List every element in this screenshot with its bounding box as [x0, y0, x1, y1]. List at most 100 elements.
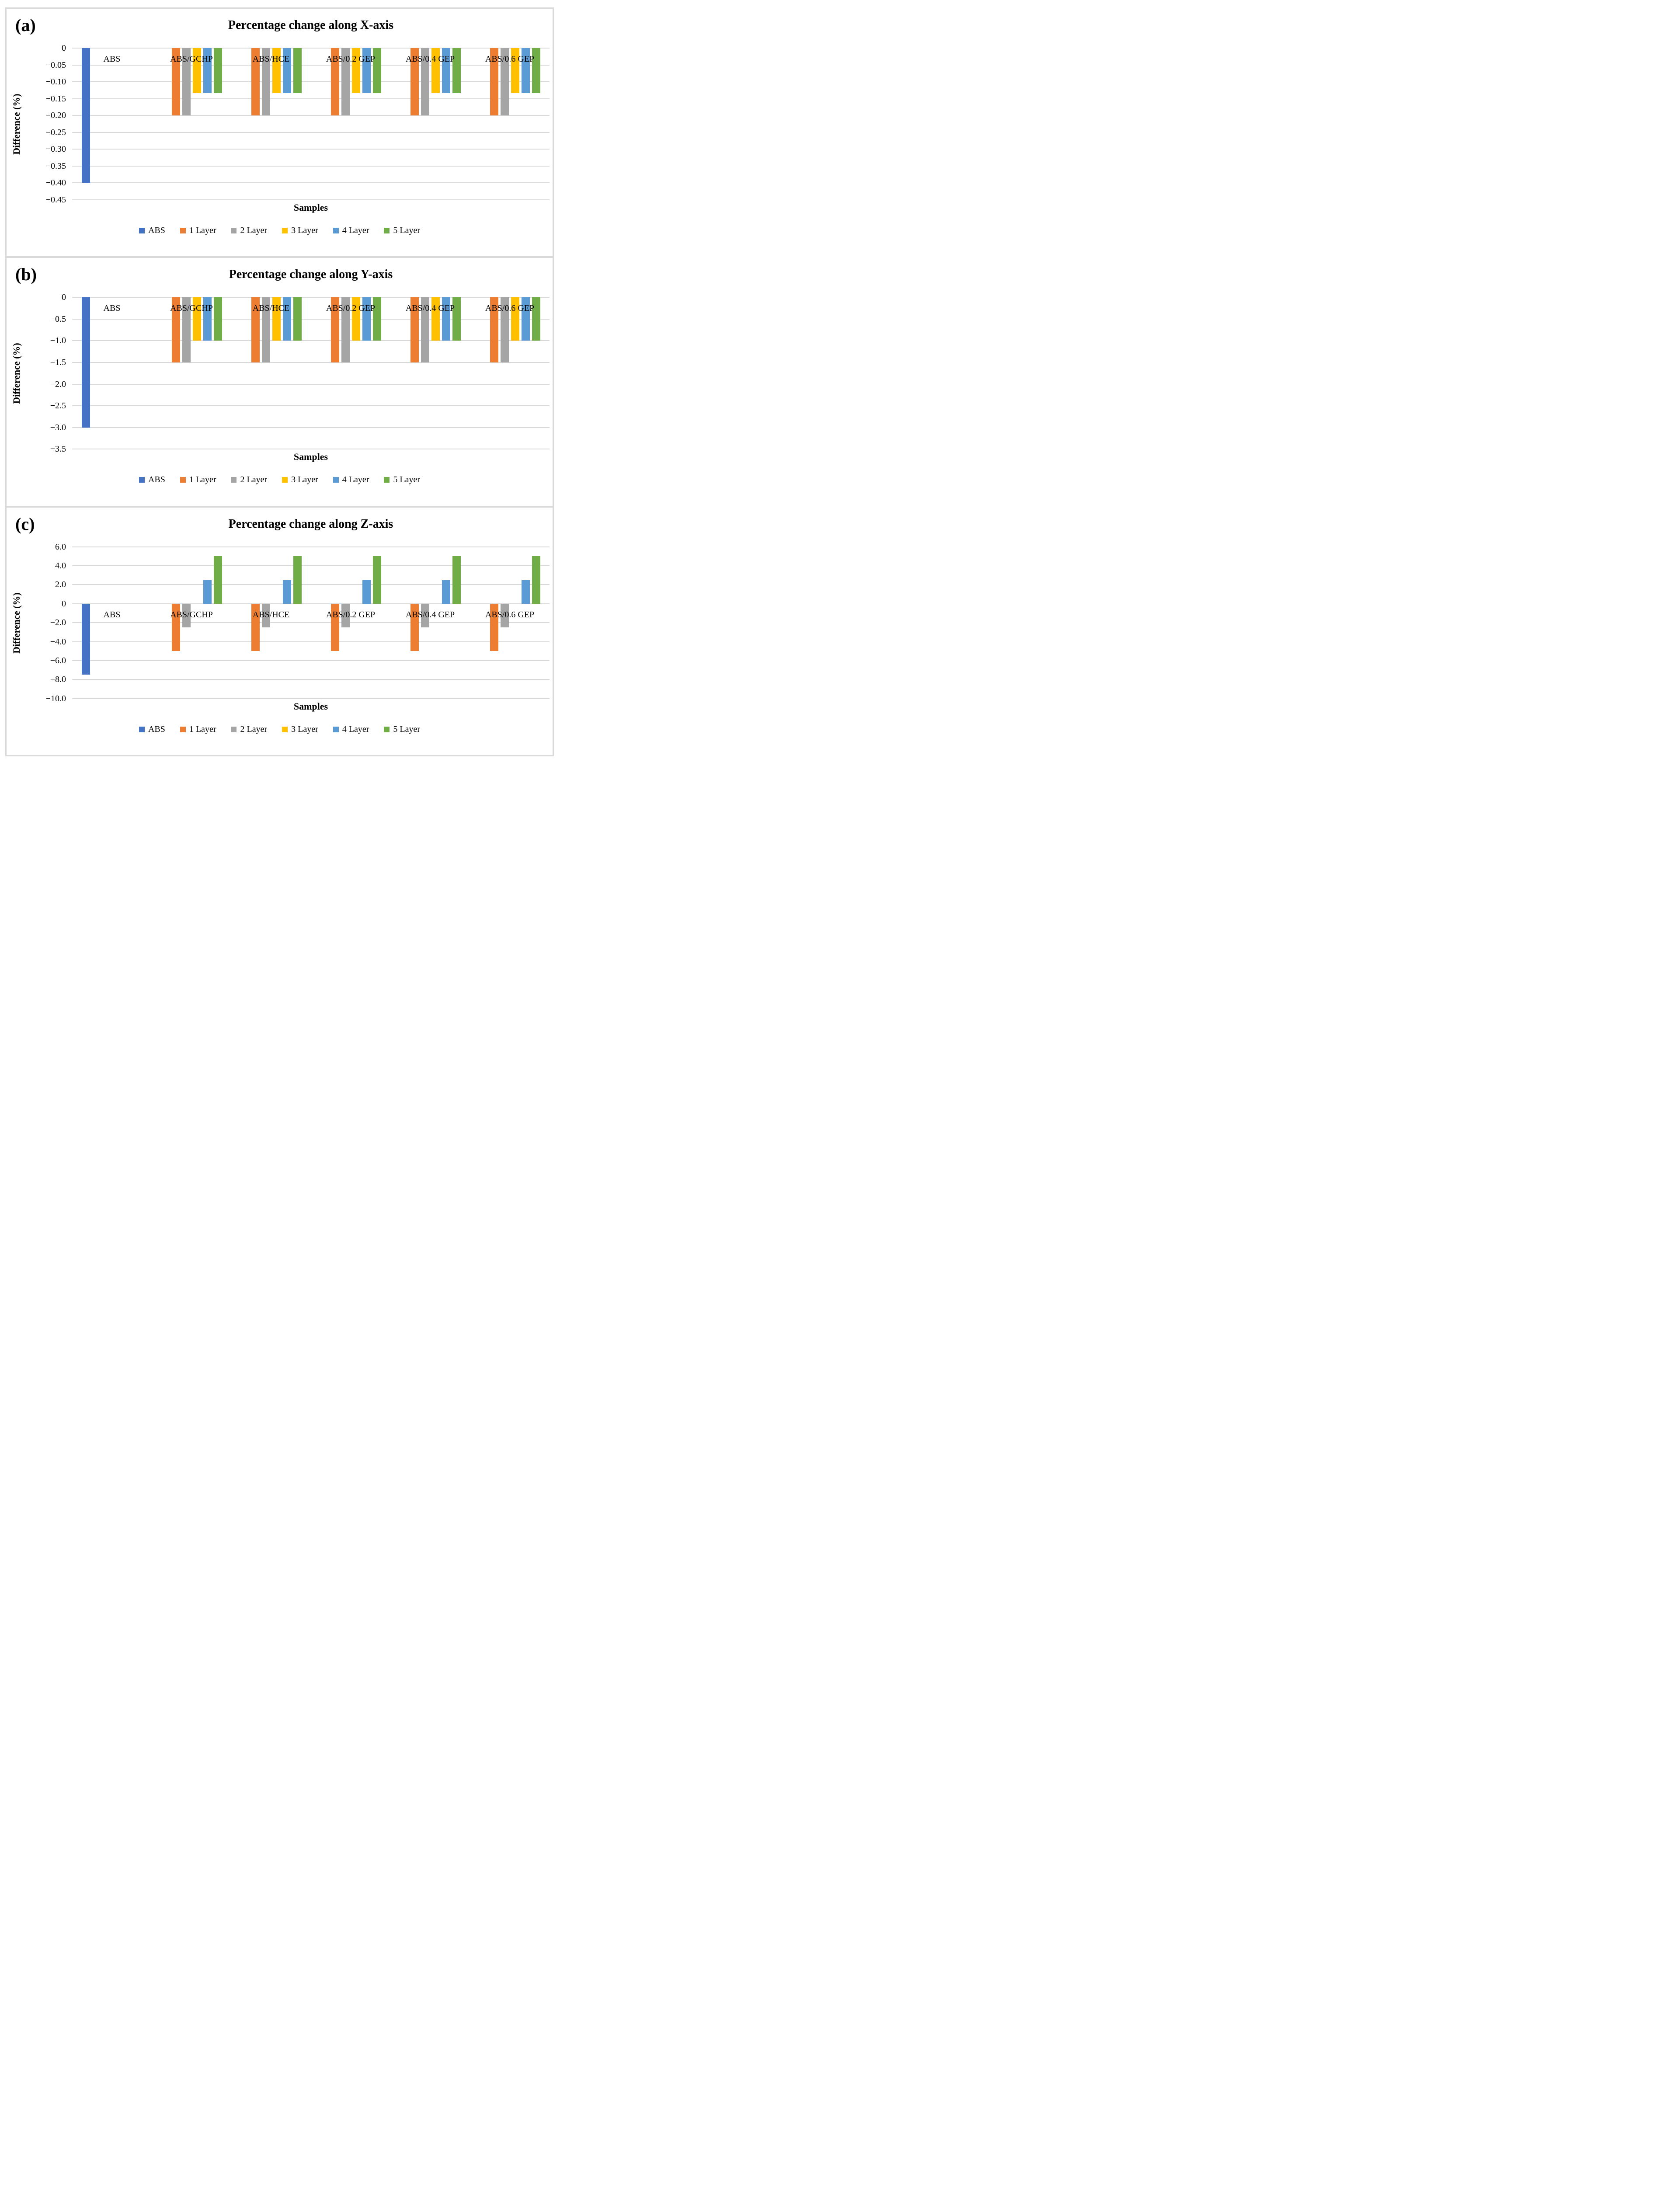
bar-5-layer [213, 48, 222, 93]
legend-swatch-icon [180, 477, 186, 483]
bar-2-layer [421, 48, 429, 116]
category-label: ABS/0.6 GEP [485, 54, 535, 64]
gridline [72, 64, 550, 66]
bar-5-layer [372, 48, 381, 93]
legend-swatch-icon [180, 726, 186, 732]
legend-label: 4 Layer [342, 226, 369, 235]
y-axis-tick-label: −8.0 [50, 675, 66, 685]
legend-label: 3 Layer [291, 475, 318, 485]
category-label: ABS [103, 609, 121, 620]
bar-1-layer [251, 48, 260, 116]
panel-letter: (a) [15, 15, 36, 35]
gridline [72, 81, 550, 83]
y-axis-tick-label: −4.0 [50, 637, 66, 647]
legend: ABS 1 Layer 2 Layer 3 Layer 4 Layer 5 Layer [7, 724, 553, 734]
bar-3-layer [431, 297, 440, 341]
gridline [72, 383, 550, 385]
y-axis-tick-label: −0.15 [45, 94, 66, 104]
legend-swatch-icon [384, 228, 390, 233]
gridline [72, 182, 550, 184]
legend-label: ABS [148, 226, 165, 235]
bar-3-layer [272, 48, 281, 93]
bar-2-layer [500, 297, 509, 363]
bar-2-layer [182, 603, 191, 627]
bar-1-layer [171, 603, 180, 651]
bar-5-layer [293, 297, 302, 341]
bar-3-layer [272, 297, 281, 341]
chart-panel-b: (b) Percentage change along Y-axis Diffe… [7, 258, 553, 506]
category-label: ABS/0.2 GEP [326, 54, 376, 64]
bar-3-layer [351, 297, 360, 341]
gridline [72, 48, 550, 49]
legend-swatch-icon [139, 228, 145, 233]
bar-abs [81, 297, 90, 428]
bar-abs [81, 48, 90, 183]
legend-swatch-icon [384, 477, 390, 483]
legend-label: 2 Layer [240, 226, 268, 235]
gridline [72, 297, 550, 298]
legend-swatch-icon [282, 726, 288, 732]
bar-1-layer [490, 48, 498, 116]
legend-swatch-icon [282, 477, 288, 483]
bar-3-layer [431, 48, 440, 93]
legend-swatch-icon [139, 726, 145, 732]
legend-swatch-icon [384, 726, 390, 732]
bar-3-layer [511, 297, 519, 341]
legend-item-1-layer: 1 Layer [180, 226, 216, 236]
bar-3-layer [192, 297, 201, 341]
legend-item-2-layer: 2 Layer [231, 226, 267, 236]
category-label: ABS/0.4 GEP [405, 609, 455, 620]
bar-1-layer [251, 603, 260, 651]
legend: ABS 1 Layer 2 Layer 3 Layer 4 Layer 5 Layer [7, 226, 553, 236]
legend-label: ABS [148, 724, 165, 734]
category-label: ABS/0.2 GEP [326, 303, 376, 313]
legend-swatch-icon [231, 726, 237, 732]
legend-label: 1 Layer [189, 475, 216, 485]
category-label: ABS/0.6 GEP [485, 303, 535, 313]
bar-1-layer [251, 297, 260, 363]
legend-label: 2 Layer [240, 475, 268, 485]
legend-item-5-layer: 5 Layer [384, 226, 420, 236]
bar-5-layer [532, 556, 540, 604]
gridline [72, 98, 550, 99]
gridline [72, 565, 550, 567]
bar-2-layer [341, 48, 350, 116]
legend-item-4-layer: 4 Layer [333, 475, 369, 485]
y-axis-tick-label: 2.0 [55, 580, 66, 590]
gridline [72, 340, 550, 341]
bar-4-layer [521, 48, 530, 93]
bar-4-layer [282, 48, 291, 93]
y-axis-tick-label: −0.10 [45, 77, 66, 87]
y-axis-tick-label: 0 [62, 599, 66, 609]
chart-panel-a: (a) Percentage change along X-axis Diffe… [7, 9, 553, 257]
bar-2-layer [182, 297, 191, 363]
chart-title: Percentage change along Z-axis [228, 517, 393, 531]
bar-1-layer [410, 48, 419, 116]
bar-4-layer [203, 297, 212, 341]
legend-label: 1 Layer [189, 226, 216, 235]
bar-3-layer [192, 48, 201, 93]
y-axis-tick-label: 0 [62, 43, 66, 53]
panel-letter: (c) [15, 514, 35, 534]
category-label: ABS [103, 303, 121, 313]
bar-5-layer [293, 48, 302, 93]
y-axis-tick-label: 0 [62, 292, 66, 303]
category-label: ABS/0.6 GEP [485, 609, 535, 620]
y-axis-tick-label: −3.0 [50, 422, 66, 432]
chart-title: Percentage change along Y-axis [229, 268, 393, 282]
bar-3-layer [511, 48, 519, 93]
panel-separator [7, 256, 553, 258]
y-axis-tick-label: −0.45 [45, 195, 66, 205]
legend: ABS 1 Layer 2 Layer 3 Layer 4 Layer 5 Layer [7, 475, 553, 485]
bar-5-layer [532, 297, 540, 341]
bar-5-layer [213, 556, 222, 604]
legend-item-5-layer: 5 Layer [384, 475, 420, 485]
x-axis-title: Samples [293, 700, 328, 712]
legend-label: 2 Layer [240, 724, 268, 734]
legend-swatch-icon [333, 477, 339, 483]
bar-1-layer [330, 603, 339, 651]
gridline [72, 362, 550, 363]
category-label: ABS/GCHP [170, 54, 213, 64]
category-label: ABS/GCHP [170, 609, 213, 620]
bar-4-layer [282, 580, 291, 604]
